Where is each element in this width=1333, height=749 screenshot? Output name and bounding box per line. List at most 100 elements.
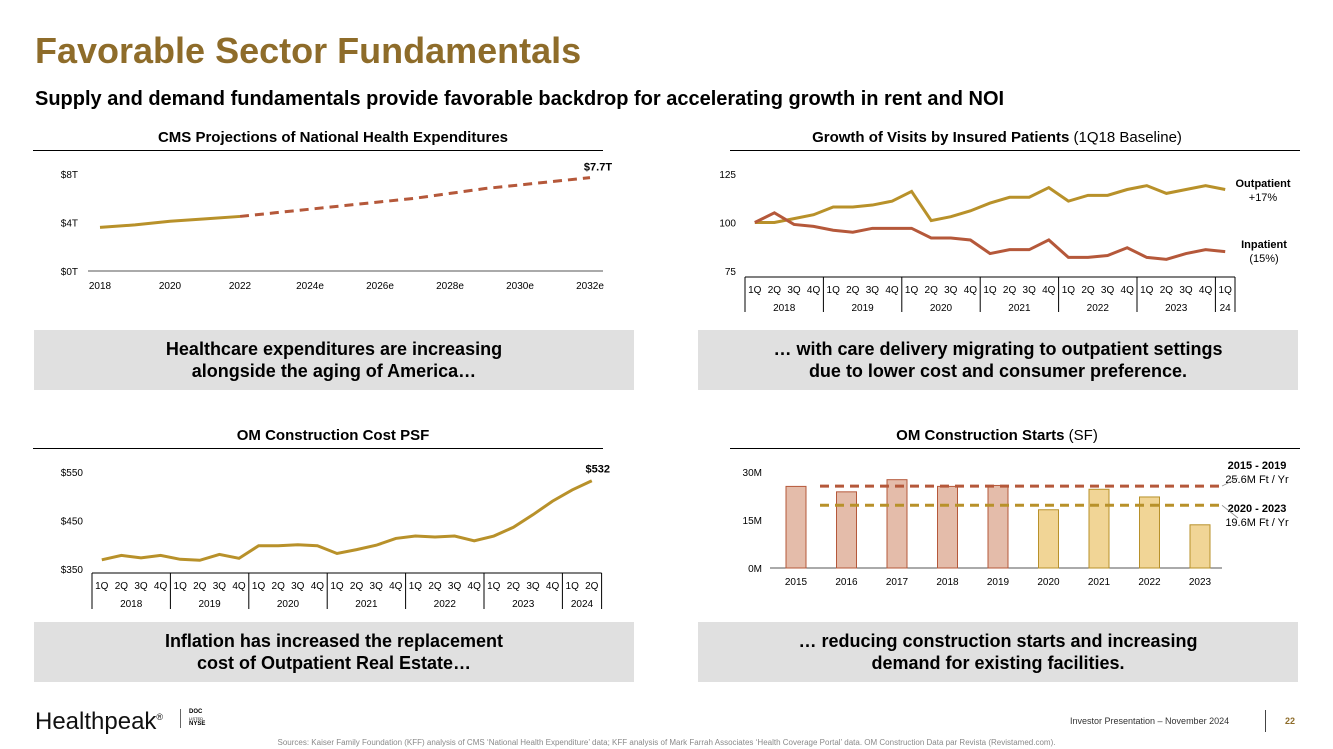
visits-quarter-label: 4Q — [1199, 285, 1213, 296]
cost-quarter-label: 3Q — [370, 581, 384, 592]
starts-bar — [886, 479, 908, 569]
visits-quarter-label: 4Q — [807, 285, 821, 296]
visits-quarter-label: 2Q — [1003, 285, 1017, 296]
visits-year-label: 24 — [1220, 303, 1232, 314]
visits-year-label: 2020 — [930, 303, 953, 314]
inpatient-label: Inpatient — [1241, 239, 1287, 251]
cost-quarter-label: 1Q — [252, 581, 266, 592]
starts-x-tick: 2023 — [1189, 577, 1212, 588]
visits-y-tick: 125 — [719, 170, 736, 181]
cost-year-label: 2019 — [198, 599, 221, 610]
visits-year-label: 2019 — [851, 303, 874, 314]
visits-callout-line1: … with care delivery migrating to outpat… — [773, 339, 1223, 359]
cost-year-label: 2020 — [277, 599, 300, 610]
cost-quarter-label: 3Q — [134, 581, 148, 592]
visits-title-main: Growth of Visits by Insured Patients — [812, 129, 1070, 146]
cost-quarter-label: 1Q — [566, 581, 580, 592]
cost-y-tick: $450 — [61, 517, 84, 528]
visits-quarter-label: 1Q — [748, 285, 762, 296]
starts-bar — [1139, 496, 1160, 569]
cost-quarter-label: 1Q — [174, 581, 188, 592]
starts-callout-line1: … reducing construction starts and incre… — [798, 631, 1198, 651]
starts-y-tick: 30M — [743, 468, 762, 479]
ref-late-period: 2020 - 2023 — [1228, 503, 1287, 515]
visits-year-label: 2022 — [1087, 303, 1110, 314]
cost-quarter-label: 4Q — [311, 581, 325, 592]
inpatient-change: (15%) — [1249, 253, 1278, 265]
ref-late-value: 19.6M Ft / Yr — [1225, 517, 1289, 529]
starts-x-tick: 2017 — [886, 577, 909, 588]
visits-title-suffix: (1Q18 Baseline) — [1073, 129, 1182, 146]
listing-ticker: DOC — [189, 709, 203, 715]
expenditures-callout: Healthcare expenditures are increasing a… — [34, 330, 634, 390]
starts-rule — [730, 448, 1300, 449]
visits-callout: … with care delivery migrating to outpat… — [698, 330, 1298, 390]
starts-x-tick: 2015 — [785, 577, 808, 588]
cost-callout: Inflation has increased the replacement … — [34, 622, 634, 682]
cost-quarter-label: 2Q — [193, 581, 207, 592]
expenditures-series-projected — [239, 176, 591, 218]
expenditures-x-tick: 2026e — [366, 281, 394, 292]
deck-label: Investor Presentation – November 2024 — [1070, 716, 1230, 726]
logo-mark: ® — [156, 712, 164, 722]
expenditures-y-tick: $4T — [61, 219, 78, 230]
starts-bar — [785, 485, 807, 569]
starts-bar — [937, 485, 958, 569]
starts-bar — [1038, 509, 1059, 569]
cost-quarter-label: 1Q — [330, 581, 344, 592]
starts-title-main: OM Construction Starts — [896, 427, 1065, 444]
expenditures-y-tick: $0T — [61, 267, 78, 278]
starts-callout: … reducing construction starts and incre… — [698, 622, 1298, 682]
cost-year-label: 2021 — [355, 599, 378, 610]
visits-year-label: 2021 — [1008, 303, 1031, 314]
expenditures-rule — [33, 150, 603, 151]
cost-end-label: $532 — [586, 464, 610, 476]
starts-x-tick: 2020 — [1037, 577, 1060, 588]
page-number: 22 — [1285, 716, 1296, 726]
page-title: Favorable Sector Fundamentals — [35, 30, 582, 71]
logo-text: Healthpeak — [35, 708, 157, 735]
sources-note: Sources: Kaiser Family Foundation (KFF) … — [277, 738, 1056, 747]
cost-year-label: 2018 — [120, 599, 143, 610]
expenditures-series-actual — [99, 214, 241, 229]
visits-quarter-label: 1Q — [905, 285, 919, 296]
visits-quarter-label: 3Q — [944, 285, 958, 296]
visits-y-tick: 75 — [725, 267, 737, 278]
cost-quarter-label: 2Q — [585, 581, 599, 592]
cost-year-label: 2022 — [434, 599, 457, 610]
nyse-listing-badge: DOC LISTED NYSE — [180, 709, 205, 728]
cost-quarter-label: 1Q — [95, 581, 109, 592]
cost-y-tick: $550 — [61, 468, 84, 479]
starts-title-suffix: (SF) — [1068, 427, 1098, 444]
visits-quarter-label: 3Q — [1023, 285, 1037, 296]
cost-rule — [33, 448, 603, 449]
cost-quarter-label: 2Q — [115, 581, 129, 592]
starts-y-tick: 15M — [743, 516, 762, 527]
cost-year-label: 2023 — [512, 599, 535, 610]
visits-quarter-label: 2Q — [846, 285, 860, 296]
visits-quarter-label: 1Q — [1219, 285, 1233, 296]
cost-series-line — [101, 479, 593, 562]
starts-x-tick: 2019 — [987, 577, 1010, 588]
starts-bar — [1189, 524, 1211, 569]
visits-quarter-label: 2Q — [1081, 285, 1095, 296]
visits-quarter-label: 2Q — [1160, 285, 1174, 296]
expenditures-end-label: $7.7T — [584, 162, 612, 174]
cost-quarter-label: 4Q — [389, 581, 403, 592]
visits-quarter-label: 2Q — [768, 285, 782, 296]
starts-x-tick: 2018 — [936, 577, 959, 588]
starts-x-tick: 2016 — [835, 577, 858, 588]
visits-quarter-label: 1Q — [1062, 285, 1076, 296]
visits-quarter-label: 2Q — [925, 285, 939, 296]
expenditures-x-tick: 2032e — [576, 281, 604, 292]
visits-callout-line2: due to lower cost and consumer preferenc… — [808, 361, 1188, 381]
cost-quarter-label: 4Q — [154, 581, 168, 592]
visits-title: Growth of Visits by Insured Patients (1Q… — [712, 129, 1282, 146]
visits-quarter-label: 4Q — [885, 285, 899, 296]
cost-callout-line1: Inflation has increased the replacement — [164, 631, 504, 651]
cost-quarter-label: 3Q — [526, 581, 540, 592]
cost-quarter-label: 2Q — [428, 581, 442, 592]
visits-year-label: 2018 — [773, 303, 796, 314]
visits-quarter-label: 3Q — [787, 285, 801, 296]
